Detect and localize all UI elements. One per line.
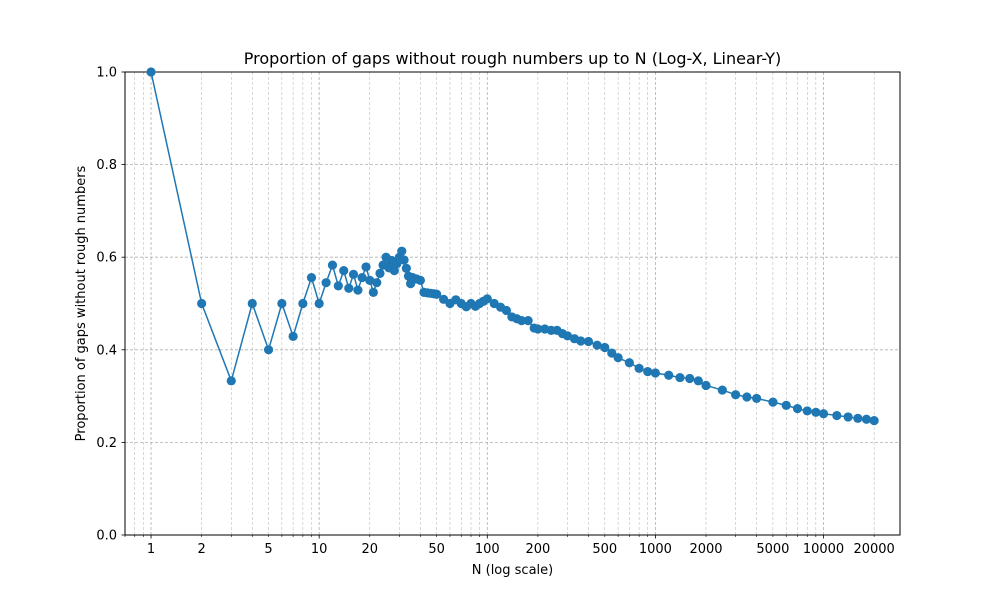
data-point (600, 342, 610, 353)
data-point (752, 393, 762, 404)
x-tick-label: 100 (475, 542, 500, 557)
x-tick-label: 10 (311, 542, 328, 557)
data-point (277, 298, 287, 309)
data-point (397, 246, 407, 256)
data-point (298, 298, 308, 309)
y-axis-label: Proportion of gaps without rough numbers (74, 165, 89, 441)
data-point (327, 260, 338, 270)
x-tick-label: 2000 (689, 542, 722, 557)
data-point (432, 289, 442, 299)
data-point (339, 266, 349, 276)
data-point (146, 67, 156, 77)
data-point (263, 345, 274, 355)
data-point (693, 376, 703, 386)
data-point (401, 263, 411, 273)
data-point (818, 409, 829, 419)
data-point (197, 298, 207, 309)
data-point (869, 416, 879, 426)
axis-ticks: 1 2 5 10 20 50 100 200 500 1000 2000 5000 10000 20000… (96, 66, 895, 558)
data-point (731, 390, 741, 400)
data-point (607, 348, 617, 358)
data-point (357, 272, 367, 283)
data-point (399, 255, 409, 265)
data-point (523, 316, 533, 326)
data-point (348, 269, 359, 279)
data-point (361, 262, 371, 272)
data-point (314, 298, 324, 309)
x-tick-label: 500 (592, 542, 617, 557)
data-point (226, 376, 236, 386)
data-point (643, 366, 653, 377)
data-point (415, 275, 425, 285)
data-point (685, 373, 695, 384)
data-point (861, 414, 872, 424)
y-tick-label: 0.0 (96, 529, 117, 544)
data-point (562, 331, 573, 341)
data-point (768, 397, 778, 407)
data-point (306, 272, 317, 283)
data-point (624, 358, 634, 368)
data-point (613, 353, 623, 363)
data-point (321, 278, 331, 288)
data-point (634, 363, 644, 373)
x-tick-label: 200 (525, 542, 550, 557)
y-tick-label: 0.4 (96, 343, 117, 358)
data-point (576, 336, 586, 346)
data-point (365, 275, 375, 285)
data-point (247, 298, 257, 309)
data-point (592, 340, 602, 350)
data-point (482, 294, 492, 304)
data-point (353, 285, 363, 295)
data-point (701, 380, 711, 391)
y-tick-label: 0.8 (96, 158, 117, 173)
data-point (517, 316, 527, 326)
x-tick-label: 5000 (756, 542, 789, 557)
x-tick-label: 20 (362, 542, 379, 557)
y-tick-label: 0.6 (96, 251, 117, 266)
data-point (333, 281, 343, 291)
data-point (650, 368, 661, 378)
data-point (717, 385, 727, 395)
data-point (792, 404, 803, 414)
data-point (811, 407, 821, 417)
data-point (389, 266, 399, 276)
data-point (664, 370, 674, 380)
x-tick-label: 50 (428, 542, 445, 557)
data-point (675, 372, 685, 383)
x-axis-label: N (log scale) (472, 563, 553, 578)
data-point (533, 324, 543, 334)
x-tick-label: 10000 (803, 542, 844, 557)
x-tick-label: 2 (198, 542, 206, 557)
y-tick-label: 0.2 (96, 436, 117, 451)
data-point (853, 413, 863, 423)
data-point (781, 400, 791, 410)
x-tick-label: 5 (264, 542, 272, 557)
x-tick-label: 20000 (853, 542, 894, 557)
data-point (372, 278, 382, 288)
x-tick-label: 1 (147, 542, 155, 557)
chart-title: Proportion of gaps without rough numbers… (244, 49, 781, 68)
data-point (288, 331, 298, 341)
data-point (344, 283, 354, 293)
data-series (146, 67, 879, 426)
plot-frame (124, 71, 901, 536)
data-point (375, 268, 385, 279)
data-point (368, 287, 378, 297)
data-point (742, 392, 752, 402)
data-point (501, 305, 512, 316)
data-point (843, 412, 853, 422)
y-tick-label: 1.0 (96, 66, 117, 81)
data-point (802, 406, 812, 416)
data-point (832, 410, 842, 421)
data-point (583, 336, 594, 347)
x-tick-label: 1000 (639, 542, 672, 557)
